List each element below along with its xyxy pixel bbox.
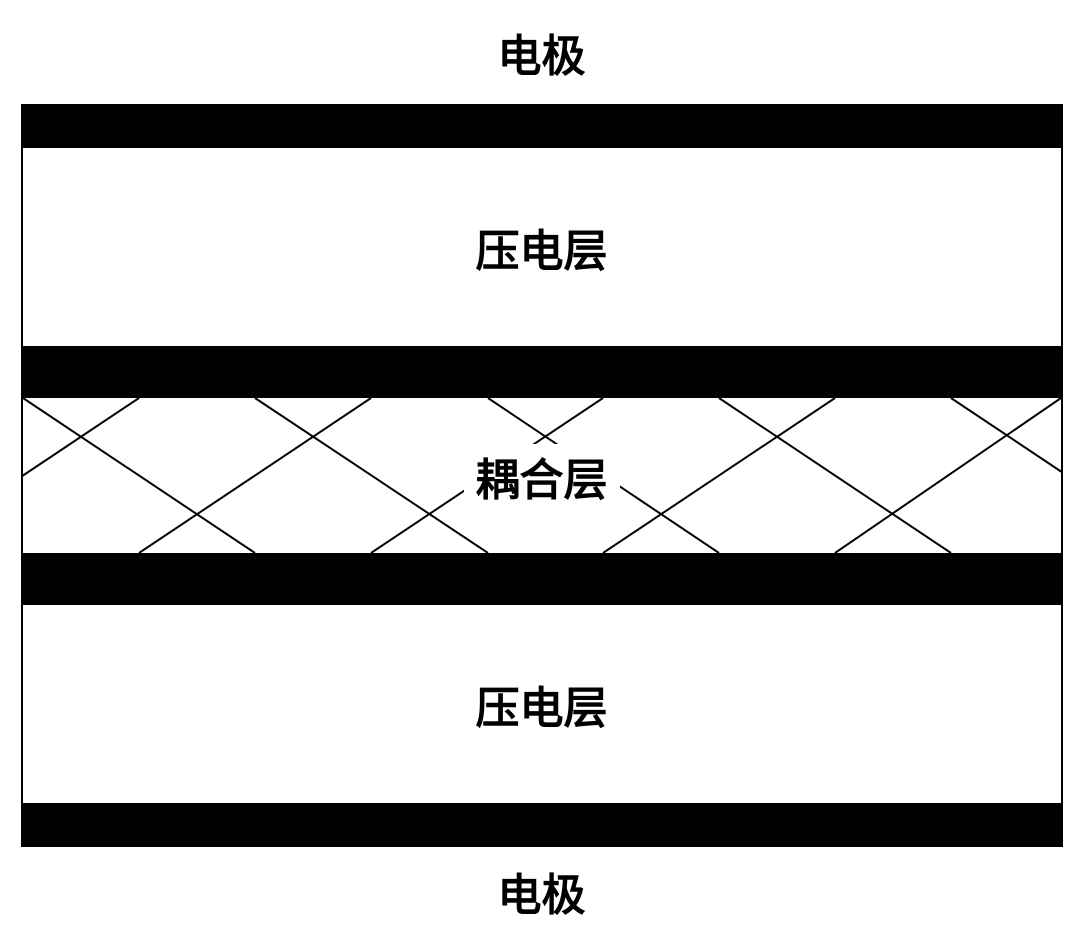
electrode-bar-bottom bbox=[21, 803, 1063, 847]
piezo-layer-bottom: 压电层 bbox=[21, 605, 1063, 803]
electrode-bar-mid-upper bbox=[21, 346, 1063, 398]
piezo-bottom-label: 压电层 bbox=[476, 672, 608, 736]
bottom-electrode-label: 电极 bbox=[498, 859, 586, 923]
top-electrode-label: 电极 bbox=[498, 20, 586, 84]
layer-stack-diagram: 压电层 耦合层 压电层 bbox=[21, 104, 1063, 847]
electrode-bar-mid-lower bbox=[21, 553, 1063, 605]
piezo-top-label: 压电层 bbox=[476, 215, 608, 279]
piezo-layer-top: 压电层 bbox=[21, 148, 1063, 346]
coupling-layer: 耦合层 bbox=[21, 398, 1063, 553]
coupling-label: 耦合层 bbox=[464, 444, 620, 508]
electrode-bar-top bbox=[21, 104, 1063, 148]
